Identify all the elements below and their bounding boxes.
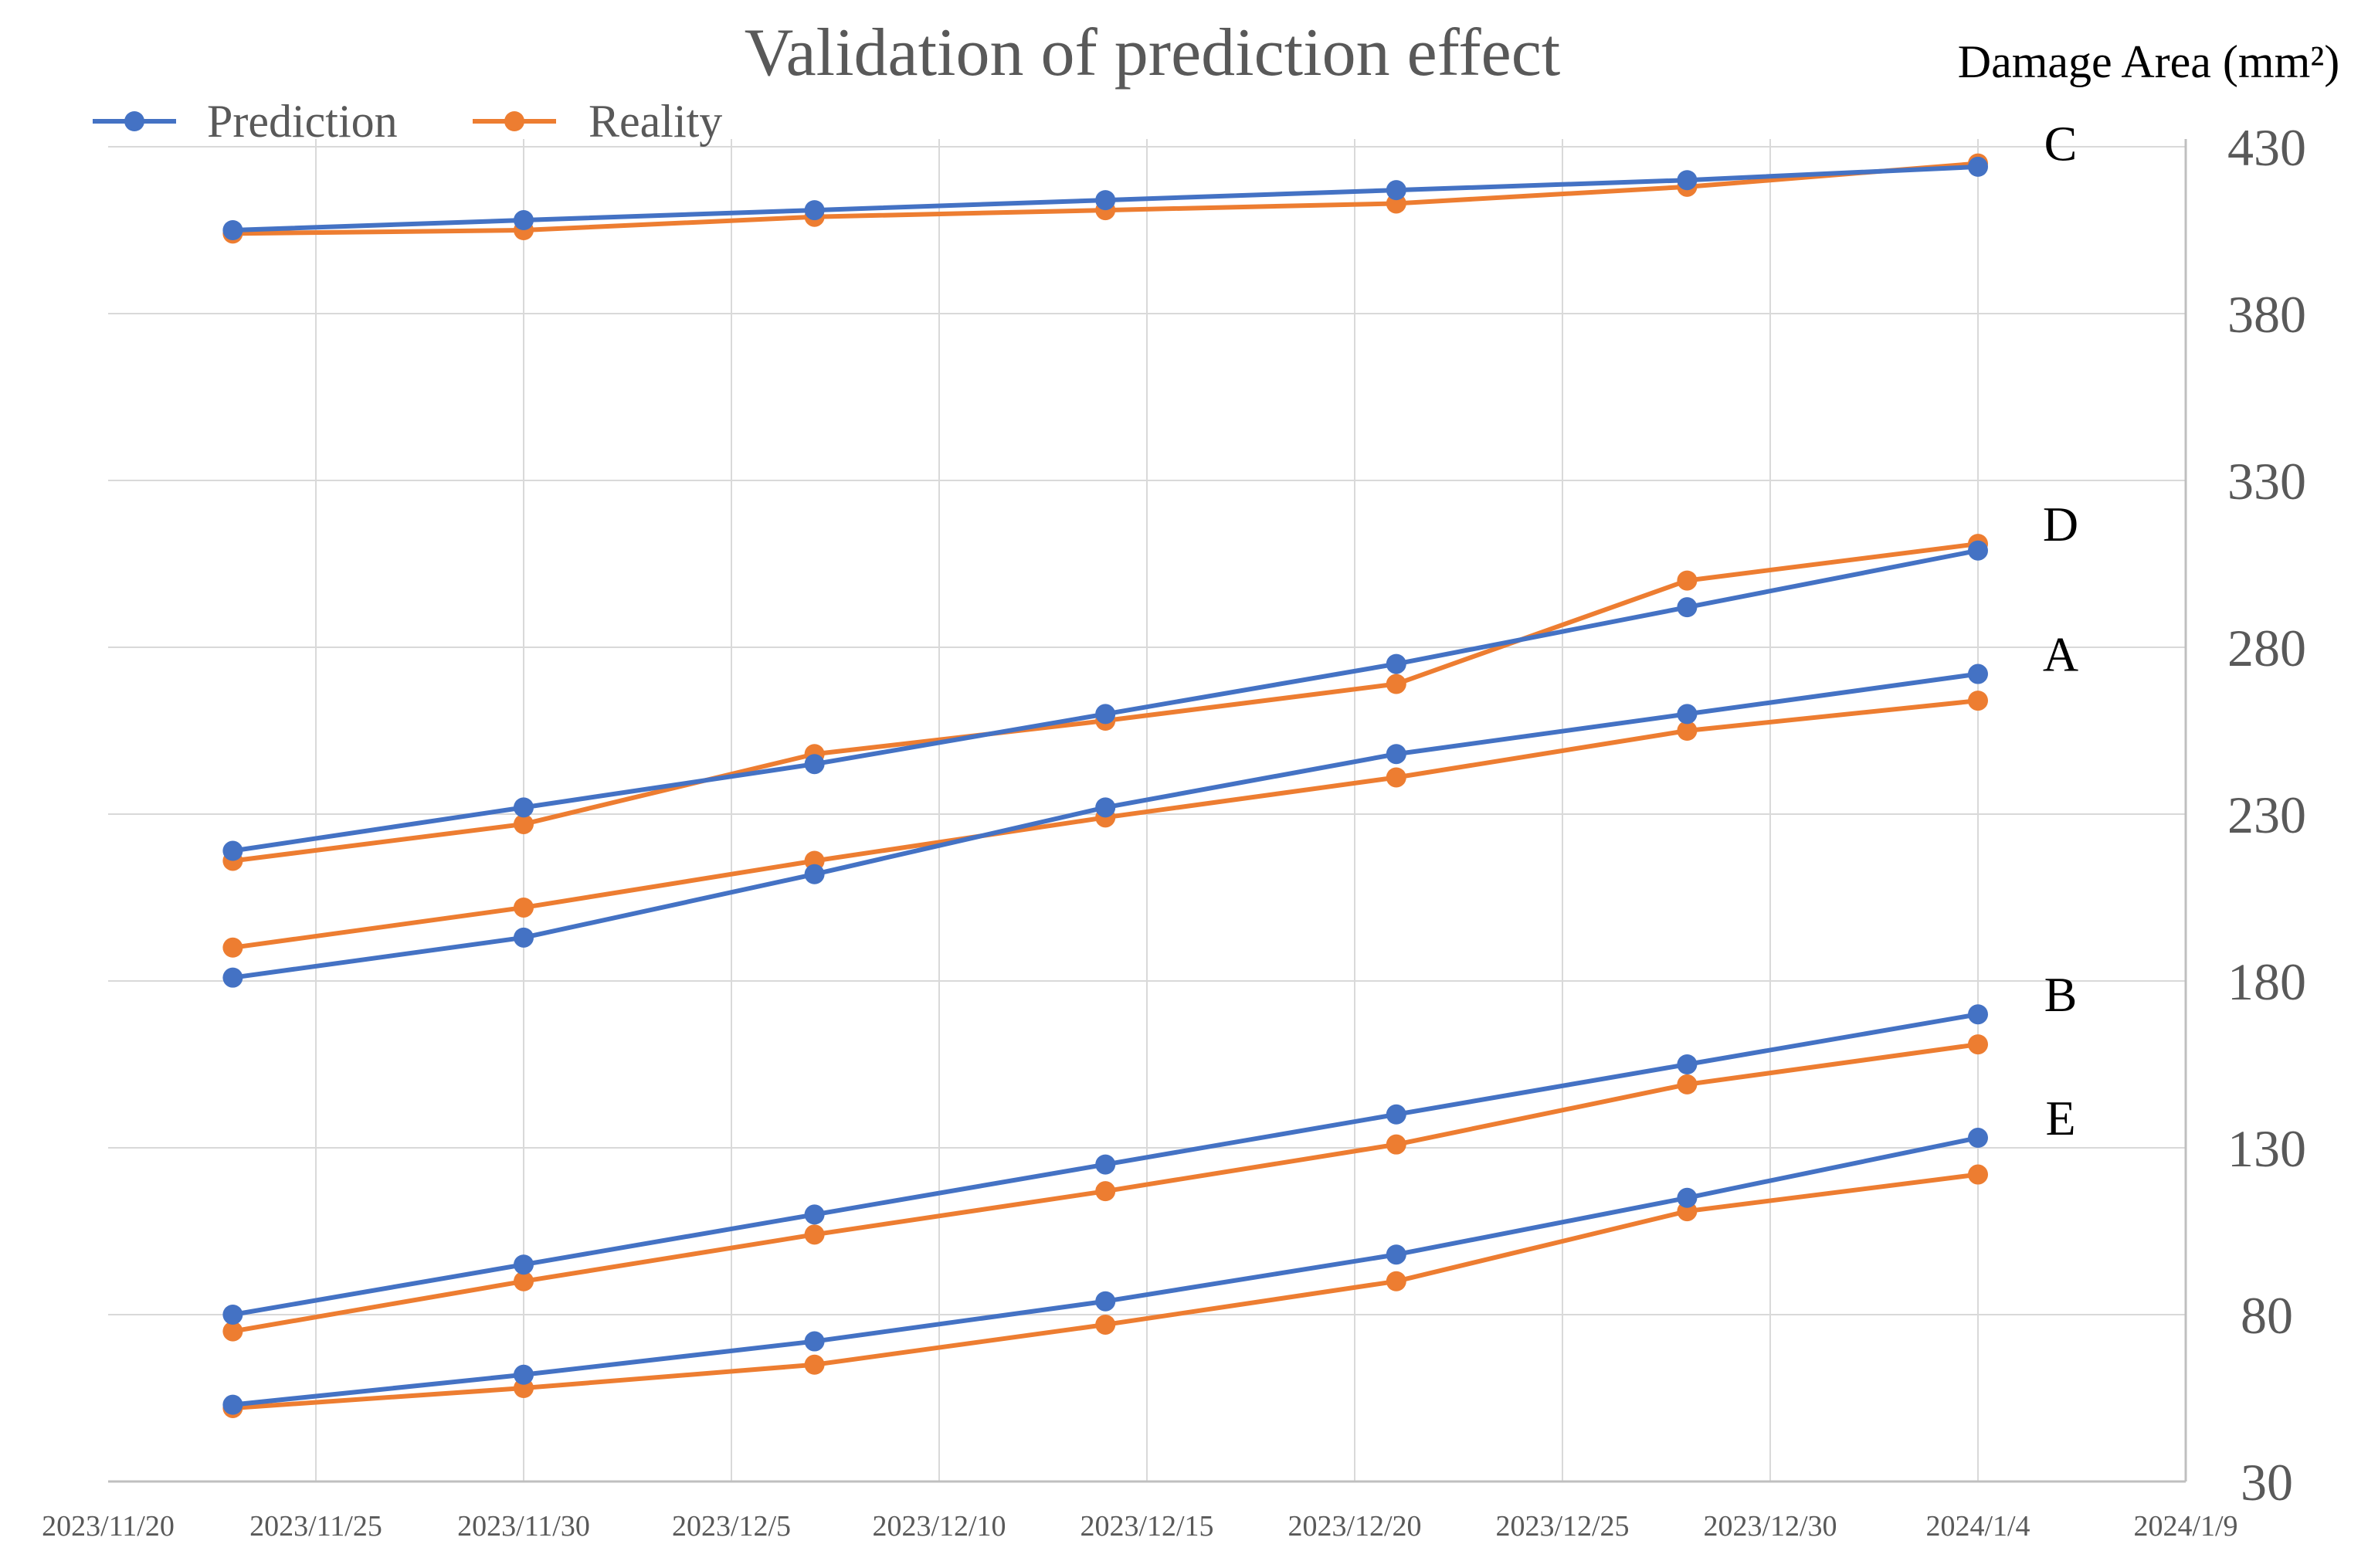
chart-title: Validation of prediction effect [745, 15, 1560, 90]
point-e-reality-3 [1095, 1314, 1116, 1335]
y-tick-label-1: 80 [2241, 1286, 2293, 1345]
y-tick-label-3: 180 [2227, 952, 2306, 1011]
y-tick-label-0: 30 [2241, 1453, 2293, 1512]
x-tick-label-9: 2024/1/4 [1925, 1510, 2030, 1543]
point-c-prediction-1 [514, 210, 534, 231]
point-b-reality-6 [1968, 1034, 1988, 1055]
series [222, 153, 1988, 1418]
point-d-prediction-1 [514, 797, 534, 818]
x-tick-label-7: 2023/12/25 [1495, 1510, 1629, 1543]
x-tick-label-1: 2023/11/25 [249, 1510, 382, 1543]
x-tick-label-4: 2023/12/10 [872, 1510, 1006, 1543]
x-tick-label-10: 2024/1/9 [2133, 1510, 2237, 1543]
point-a-reality-0 [222, 937, 243, 958]
point-c-prediction-6 [1968, 156, 1988, 177]
point-c-prediction-4 [1386, 180, 1406, 201]
point-b-prediction-1 [514, 1254, 534, 1275]
x-tick-label-6: 2023/12/20 [1287, 1510, 1421, 1543]
point-b-prediction-5 [1677, 1054, 1698, 1074]
point-a-prediction-5 [1677, 704, 1698, 725]
series-labels: C D A B E [2043, 117, 2078, 1145]
y-tick-label-7: 380 [2227, 285, 2306, 344]
point-c-prediction-5 [1677, 170, 1698, 191]
point-c-prediction-3 [1095, 190, 1116, 211]
x-tick-label-0: 2023/11/20 [42, 1510, 175, 1543]
point-e-reality-2 [804, 1354, 825, 1375]
legend-prediction-label: Prediction [207, 96, 398, 147]
point-b-reality-5 [1677, 1074, 1698, 1095]
point-e-reality-4 [1386, 1271, 1406, 1291]
point-a-prediction-6 [1968, 664, 1988, 684]
point-b-prediction-2 [804, 1204, 825, 1225]
x-axis-ticks: 2023/11/20 2023/11/25 2023/11/30 2023/12/5 2… [42, 1510, 2237, 1543]
point-a-reality-4 [1386, 767, 1406, 788]
point-d-prediction-5 [1677, 597, 1698, 618]
point-a-prediction-0 [222, 967, 243, 988]
x-tick-label-2: 2023/11/30 [457, 1510, 590, 1543]
series-label-a: A [2043, 627, 2078, 682]
point-d-reality-4 [1386, 674, 1406, 694]
point-e-reality-6 [1968, 1164, 1988, 1185]
point-c-prediction-2 [804, 200, 825, 221]
series-label-e: E [2045, 1091, 2075, 1145]
point-a-prediction-3 [1095, 797, 1116, 818]
series-label-b: B [2044, 967, 2078, 1022]
y-tick-label-4: 230 [2227, 786, 2306, 844]
point-a-reality-6 [1968, 691, 1988, 711]
x-tick-label-8: 2023/12/30 [1703, 1510, 1837, 1543]
point-a-reality-5 [1677, 721, 1698, 741]
point-d-prediction-6 [1968, 540, 1988, 561]
legend: Prediction Reality [93, 96, 722, 147]
point-e-prediction-2 [804, 1331, 825, 1352]
point-b-reality-4 [1386, 1134, 1406, 1155]
point-a-reality-1 [514, 897, 534, 918]
point-c-prediction-0 [222, 220, 243, 240]
point-d-reality-1 [514, 813, 534, 834]
y-axis-label: Damage Area (mm²) [1958, 36, 2339, 87]
x-tick-label-3: 2023/12/5 [672, 1510, 791, 1543]
point-d-prediction-2 [804, 754, 825, 775]
point-a-prediction-4 [1386, 744, 1406, 765]
y-tick-label-5: 280 [2227, 619, 2306, 677]
point-a-prediction-2 [804, 864, 825, 884]
x-tick-label-5: 2023/12/15 [1080, 1510, 1213, 1543]
series-label-d: D [2043, 497, 2078, 552]
point-e-prediction-5 [1677, 1187, 1698, 1208]
point-a-prediction-1 [514, 927, 534, 948]
point-e-prediction-6 [1968, 1128, 1988, 1149]
point-b-prediction-0 [222, 1305, 243, 1325]
series-label-c: C [2044, 117, 2078, 171]
legend-reality-label: Reality [589, 96, 722, 147]
legend-reality-marker [504, 111, 524, 131]
y-tick-label-2: 130 [2227, 1119, 2306, 1178]
point-e-prediction-4 [1386, 1244, 1406, 1265]
point-d-prediction-3 [1095, 704, 1116, 725]
point-b-reality-3 [1095, 1181, 1116, 1202]
point-d-prediction-0 [222, 840, 243, 861]
point-d-prediction-4 [1386, 653, 1406, 674]
point-b-prediction-6 [1968, 1004, 1988, 1025]
point-b-prediction-4 [1386, 1104, 1406, 1125]
legend-prediction-marker [124, 111, 144, 131]
y-tick-label-6: 330 [2227, 452, 2306, 511]
point-e-prediction-0 [222, 1394, 243, 1415]
point-e-prediction-1 [514, 1364, 534, 1385]
point-b-reality-0 [222, 1321, 243, 1342]
point-b-reality-2 [804, 1224, 825, 1245]
point-b-reality-1 [514, 1271, 534, 1291]
y-axis-ticks: 30 80 130 180 230 280 330 380 430 [2227, 118, 2306, 1512]
point-d-reality-5 [1677, 570, 1698, 591]
y-tick-label-8: 430 [2227, 118, 2306, 177]
point-b-prediction-3 [1095, 1154, 1116, 1175]
point-e-prediction-3 [1095, 1291, 1116, 1312]
